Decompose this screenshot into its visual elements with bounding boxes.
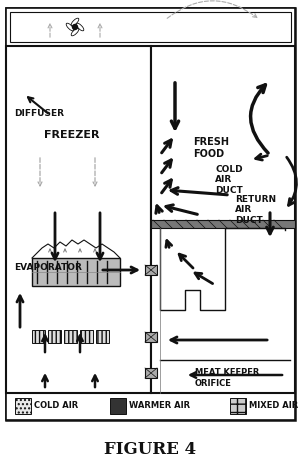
Text: FIGURE 4: FIGURE 4 [104,442,197,458]
Text: RETURN
AIR
DUCT: RETURN AIR DUCT [235,195,276,225]
Bar [10,12,291,42]
Bar [145,265,157,275]
Text: FRESH
FOOD: FRESH FOOD [193,137,229,159]
Bar [6,393,295,420]
Bar [6,8,295,46]
Bar [110,398,126,414]
Bar [6,8,295,420]
Bar [48,330,61,343]
Text: COLD
AIR
DUCT: COLD AIR DUCT [215,165,243,195]
Text: COLD AIR: COLD AIR [34,401,78,411]
Text: DIFFUSER: DIFFUSER [14,108,64,118]
Bar [230,398,246,414]
Circle shape [73,25,77,30]
Ellipse shape [71,28,79,36]
Bar [32,258,120,286]
Ellipse shape [66,23,74,31]
Bar [145,368,157,378]
Text: MEAT KEEPER
ORIFICE: MEAT KEEPER ORIFICE [195,368,259,388]
Bar [64,330,77,343]
Bar [80,330,93,343]
Bar [15,398,31,414]
Bar [6,46,151,393]
Bar [32,330,45,343]
Ellipse shape [76,23,84,31]
Bar [151,220,295,228]
Ellipse shape [71,18,79,26]
Text: MIXED AIR: MIXED AIR [249,401,298,411]
Text: FREEZER: FREEZER [44,130,100,140]
Text: EVAPORATOR: EVAPORATOR [14,263,82,271]
Bar [151,46,295,393]
Bar [96,330,109,343]
Text: WARMER AIR: WARMER AIR [129,401,190,411]
Bar [145,332,157,342]
